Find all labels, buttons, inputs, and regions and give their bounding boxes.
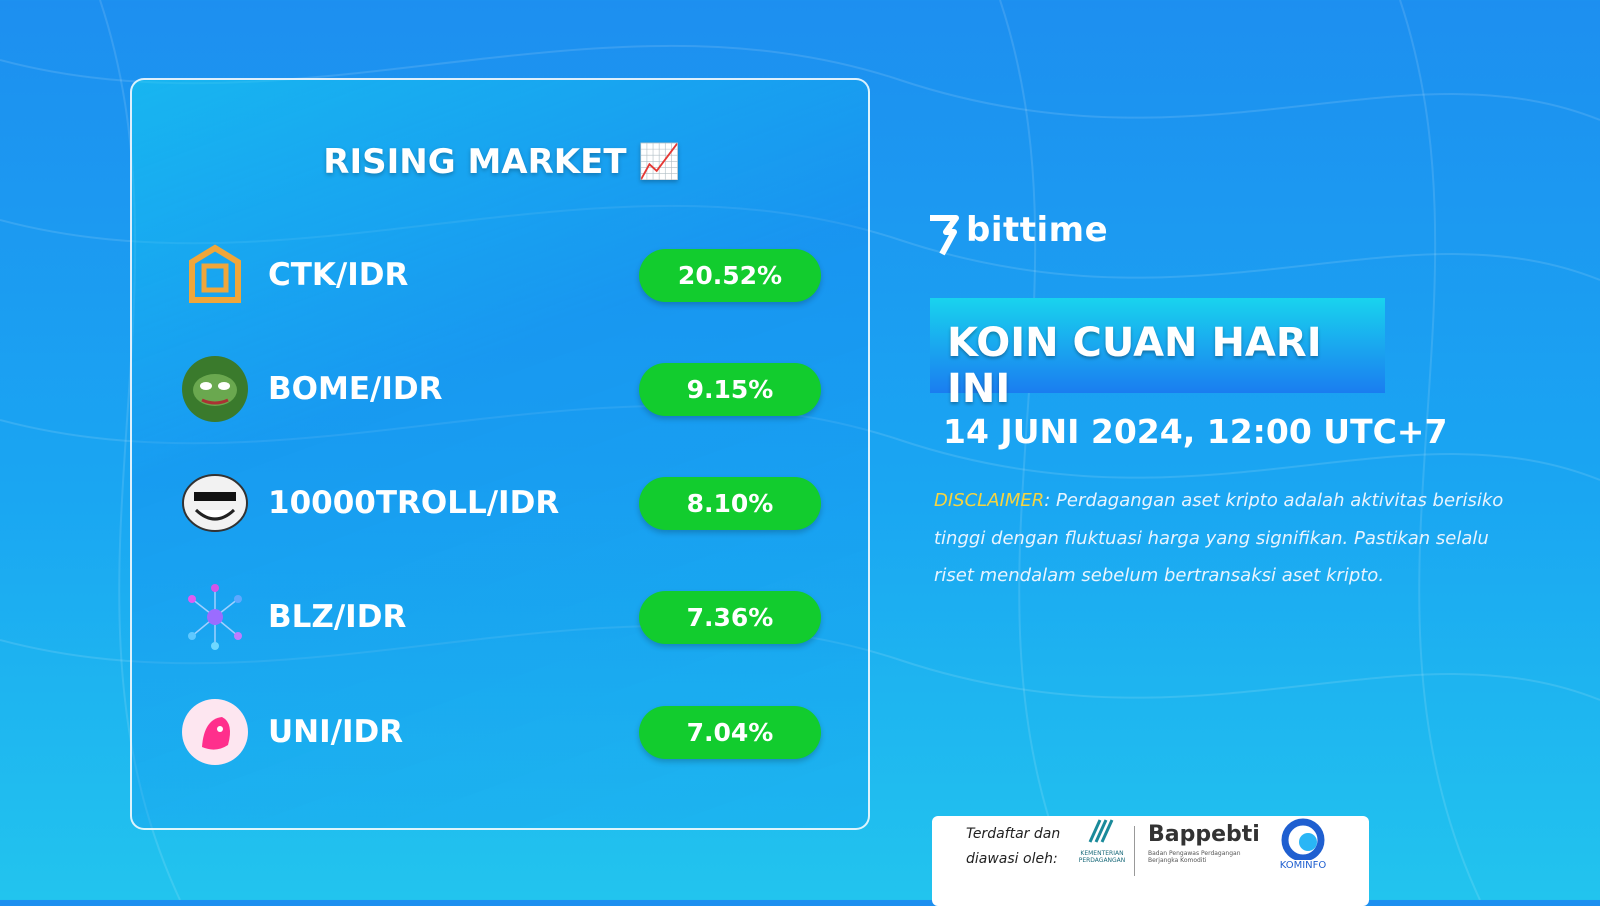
change: 8.10% xyxy=(639,477,821,530)
card-title: RISING MARKET 📈 xyxy=(323,142,681,182)
coin-row: 10000TROLL/IDR 8.10% xyxy=(182,470,822,536)
kominfo-logo xyxy=(1281,818,1325,860)
disclaimer-label: DISCLAIMER xyxy=(934,490,1045,511)
brand: bittime xyxy=(966,210,1109,250)
coin-icon xyxy=(182,474,248,532)
pair: CTK/IDR xyxy=(268,257,409,293)
footer-badge: Terdaftar dan diawasi oleh: KEMENTERIAN … xyxy=(932,816,1369,906)
change: 20.52% xyxy=(639,249,821,302)
change: 7.36% xyxy=(639,591,821,644)
coin-icon xyxy=(182,356,248,422)
coin-row: BOME/IDR 9.15% xyxy=(182,356,822,422)
coin-icon xyxy=(182,699,248,765)
pair: BLZ/IDR xyxy=(268,599,407,635)
banner: KOIN CUAN HARI INI xyxy=(930,298,1385,412)
market-card: RISING MARKET 📈 CTK/IDR 20.52% BOME/IDR … xyxy=(130,78,870,830)
change: 9.15% xyxy=(639,363,821,416)
coin-icon xyxy=(189,244,241,303)
coin-row: UNI/IDR 7.04% xyxy=(182,699,822,765)
bappebti-sub: Badan Pengawas Perdagangan Berjangka Kom… xyxy=(1148,850,1241,864)
coin-icon xyxy=(188,584,242,650)
pair: BOME/IDR xyxy=(268,371,443,407)
pair: UNI/IDR xyxy=(268,714,404,750)
coin-row: BLZ/IDR 7.36% xyxy=(182,584,822,650)
disclaimer-text: : Perdagangan aset kripto adalah aktivit… xyxy=(934,490,1504,586)
date: 14 JUNI 2024, 12:00 UTC+7 xyxy=(943,412,1448,451)
change: 7.04% xyxy=(639,706,821,759)
banner-title: KOIN CUAN HARI INI xyxy=(947,320,1322,412)
bappebti: Bappebti xyxy=(1148,822,1260,847)
brand-logo xyxy=(930,215,959,256)
registered: Terdaftar dan diawasi oleh: xyxy=(966,826,1061,867)
ministry: KEMENTERIAN PERDAGANGAN xyxy=(1078,850,1126,864)
coin-row: CTK/IDR 20.52% xyxy=(182,242,822,308)
disclaimer: DISCLAIMER: Perdagangan aset kripto adal… xyxy=(934,482,1534,595)
ministry-logo xyxy=(1088,819,1114,843)
kominfo: KOMINFO xyxy=(1279,860,1327,871)
pair: 10000TROLL/IDR xyxy=(268,485,560,521)
